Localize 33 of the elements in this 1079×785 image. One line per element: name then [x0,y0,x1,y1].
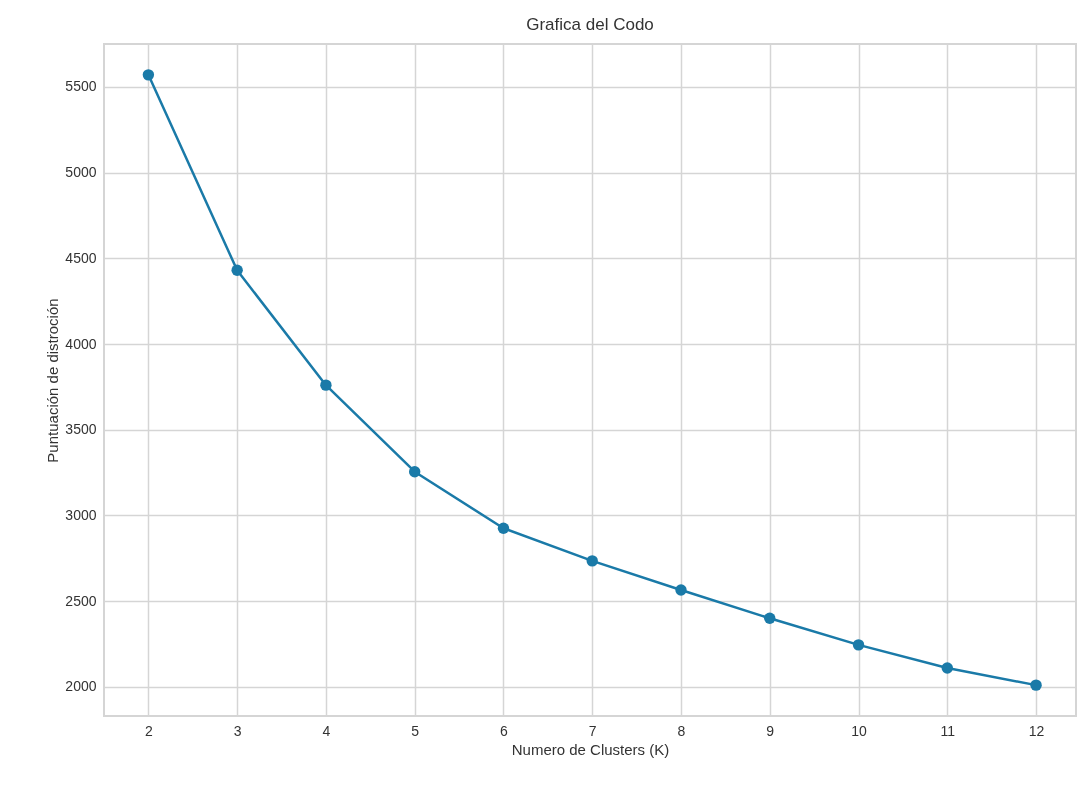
y-tick-label: 2000 [65,678,97,695]
x-tick-label: 11 [940,722,956,739]
x-tick-label: 10 [851,722,868,739]
x-tick-label: 7 [588,722,597,739]
x-tick-label: 2 [144,722,153,739]
point [675,584,687,596]
x-tick-label: 4 [322,722,331,739]
x-tick-label: 12 [1028,722,1045,739]
point [1030,679,1042,691]
point [764,612,776,624]
point [320,379,332,391]
x-tick-label: 5 [411,722,420,739]
point [142,69,155,81]
y-tick-label: 2500 [65,592,97,609]
y-tick-label: 3500 [65,421,97,438]
point [231,264,243,276]
point [586,555,598,567]
point [497,522,510,534]
y-tick-label: 5000 [65,164,97,181]
y-axis-title: Puntuación de distroción [44,298,62,463]
y-tick-label: 5500 [65,78,97,95]
x-tick-label: 3 [233,722,242,739]
x-axis-title: Numero de Clusters (K) [511,740,670,758]
x-tick-label: 9 [766,722,775,739]
x-tick-label: 6 [500,722,509,739]
point [852,639,865,651]
point [408,466,421,478]
y-tick-label: 4000 [65,335,97,352]
chart-title: Grafica del Codo [526,15,654,34]
y-tick-label: 3000 [65,506,97,523]
point [941,662,953,674]
x-tick-label: 8 [677,722,686,739]
y-tick-label: 4500 [65,249,97,266]
